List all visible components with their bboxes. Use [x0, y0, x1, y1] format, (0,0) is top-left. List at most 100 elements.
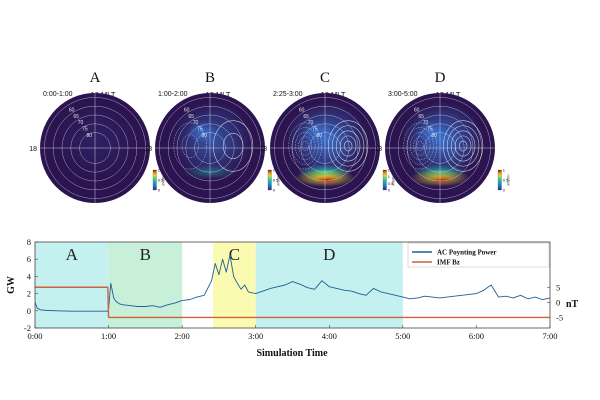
panel-letter: B: [205, 70, 215, 86]
panel-letter: D: [435, 70, 446, 86]
region-d: [255, 242, 403, 328]
latitude-label: 60: [299, 108, 305, 114]
time-regions: A B C D: [35, 242, 403, 328]
colorbar-scale: [152, 169, 157, 191]
latitude-label: 75: [197, 127, 203, 133]
latitude-label: 80: [202, 133, 208, 139]
x-axis-title: Simulation Time: [256, 348, 328, 359]
x-tick-label: 5:00: [395, 331, 410, 341]
colorbar-unit: mW/m²: [507, 174, 511, 186]
series-line-1: [35, 286, 550, 319]
latitude-label: 65: [73, 114, 79, 120]
region-c: [213, 242, 256, 328]
y2-tick-label: -5: [556, 312, 563, 322]
latitude-label: 65: [418, 114, 424, 120]
mlt-18-label: 18: [144, 146, 152, 153]
x-tick-label: 1:00: [101, 331, 116, 341]
latitude-label: 65: [303, 114, 309, 120]
colorbar-scale: [267, 169, 272, 191]
y-tick-label: 8: [27, 237, 31, 247]
y-tick-label: 4: [27, 271, 32, 281]
latitude-label: 70: [193, 120, 199, 126]
y2-tick-label: 0: [556, 297, 560, 307]
colorbar-tick: 0.5: [158, 178, 164, 183]
colorbar-scale: [382, 169, 387, 191]
latitude-label: 60: [184, 108, 190, 114]
panel-time-range: 0:00-1:00: [43, 91, 73, 98]
latitude-label: 70: [308, 120, 314, 126]
legend: AC Poynting Power IMF Bz: [407, 242, 550, 268]
region-label: C: [229, 245, 240, 264]
colorbar-tick: 0.5: [273, 178, 279, 183]
y2-axis-title: nT: [566, 299, 579, 310]
region-b: [108, 242, 183, 328]
panel-time-range: 3:00-5:00: [388, 91, 418, 98]
colorbar-tick: 0: [503, 188, 506, 193]
colorbar-tick: 0.5: [388, 181, 394, 186]
panel-time-range: 2:25-3:00: [273, 91, 303, 98]
colorbar: 1 0.5 0mW/m²: [152, 168, 166, 193]
colorbar-unit: mW/m²: [392, 174, 396, 186]
colorbar: 1 0.5 0mW/m²: [267, 168, 281, 193]
y-tick-label: 6: [27, 254, 31, 264]
latitude-label: 75: [82, 127, 88, 133]
colorbar-unit: mW/m²: [277, 174, 281, 186]
colorbar-tick: 0: [388, 188, 391, 193]
latitude-label: 60: [69, 108, 75, 114]
legend-box: [407, 242, 550, 268]
x-tick-label: 4:00: [322, 331, 337, 341]
panel-letter: A: [90, 70, 101, 86]
latitude-label: 70: [423, 120, 429, 126]
latitude-label: 65: [188, 114, 194, 120]
region-label: A: [66, 245, 79, 264]
series-line-0: [35, 254, 550, 312]
colorbar-tick: 1: [273, 168, 276, 173]
latitude-label: 60: [414, 108, 420, 114]
region-label: B: [140, 245, 151, 264]
x-tick-label: 2:00: [175, 331, 190, 341]
potential-contours: [403, 120, 484, 172]
x-tick-label: 6:00: [469, 331, 484, 341]
mlt-18-label: 18: [374, 146, 382, 153]
panel-time-range: 1:00-2:00: [158, 91, 188, 98]
latitude-label: 75: [427, 127, 433, 133]
colorbar-unit: mW/m²: [162, 174, 166, 186]
mlt-18-label: 18: [259, 146, 267, 153]
latitude-label: 80: [432, 133, 438, 139]
latitude-label: 80: [87, 133, 93, 139]
potential-contours: [173, 120, 254, 172]
y-tick-label: 2: [27, 289, 31, 299]
y2-tick-label: 5: [556, 282, 560, 292]
region-a: [35, 242, 109, 328]
polar-maps: A0:00-1:0012 MLT18606570758010.50mW/m²B1…: [29, 70, 511, 203]
colorbar-scale: [497, 169, 502, 191]
colorbar-tick: 0: [273, 188, 276, 193]
y-tick-label: 0: [27, 306, 31, 316]
colorbar-tick: 1: [158, 168, 161, 173]
latitude-label: 70: [78, 120, 84, 126]
x-tick-label: 3:00: [248, 331, 263, 341]
plot-frame: [34, 241, 551, 329]
y-axis-title: GW: [6, 276, 17, 294]
panel-letter: C: [320, 70, 330, 86]
colorbar-tick: 0.5: [503, 178, 509, 183]
region-label: D: [323, 245, 335, 264]
y-tick-label: -2: [24, 323, 31, 333]
potential-contours: [288, 120, 369, 172]
series-lines: [35, 254, 550, 319]
latitude-label: 75: [312, 127, 318, 133]
colorbar-tick: 1: [388, 174, 391, 179]
mlt-18-label: 18: [29, 146, 37, 153]
polar-panel-c: C2:25-3:0012 MLT1860657075801.510.50mW/m…: [259, 70, 396, 203]
axes: 0:00 1:00 2:00 3:00 4:00 5:00 6:00 7:00 -2 0 2 4 6 8 5…: [24, 237, 563, 341]
legend-entry: AC Poynting Power: [437, 249, 497, 257]
latitude-label: 80: [317, 133, 323, 139]
legend-entry: IMF Bz: [437, 259, 460, 267]
colorbar-tick: 0: [158, 188, 161, 193]
x-tick-label: 0:00: [27, 331, 42, 341]
